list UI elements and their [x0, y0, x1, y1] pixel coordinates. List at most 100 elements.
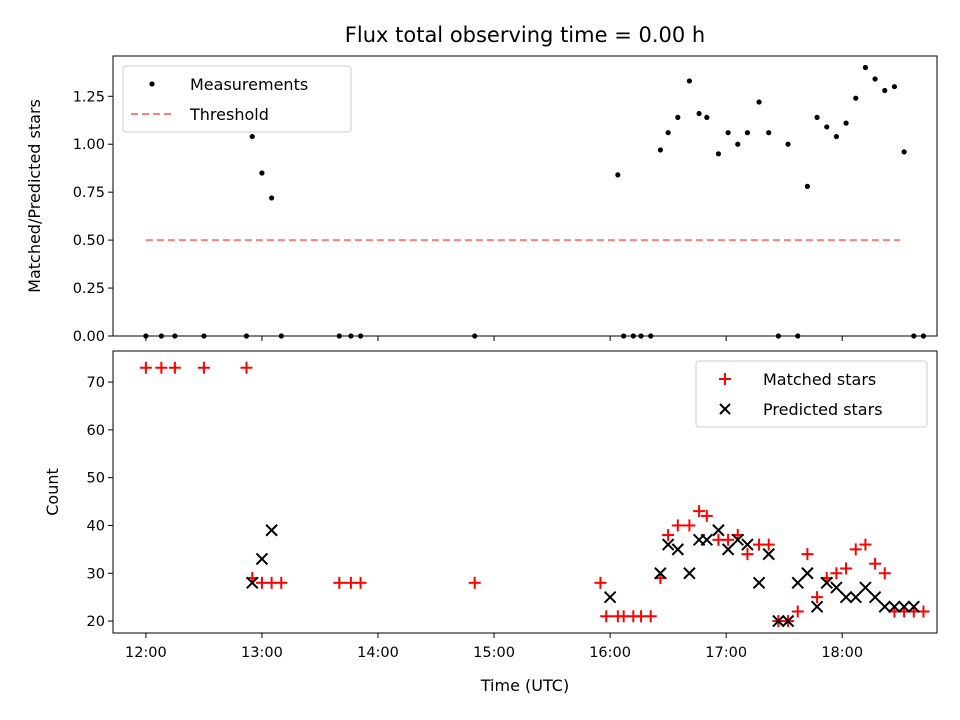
measurement-point — [824, 124, 830, 130]
matched-star-point — [830, 567, 843, 580]
measurement-point — [744, 130, 751, 136]
matched-star-point — [275, 576, 288, 589]
bottom-y-ticks: 20 30 40 50 60 70 — [87, 375, 113, 630]
measurement-point — [675, 114, 681, 120]
matched-star-point — [168, 361, 181, 374]
predicted-star-point — [246, 576, 259, 590]
bottom-x-tick-label: 14:00 — [357, 645, 399, 661]
measurement-point — [843, 120, 849, 126]
bottom-x-ticks: 12:00 13:00 14:00 15:00 16:00 17:00 18:00 — [125, 633, 863, 661]
matched-star-point — [693, 505, 706, 518]
predicted-star-point — [752, 576, 766, 590]
measurement-point — [795, 333, 801, 339]
measurement-point — [259, 170, 265, 176]
legend-matched-label: Matched stars — [763, 370, 876, 389]
matched-star-point — [849, 543, 862, 556]
measurement-point — [269, 195, 275, 201]
top-y-axis-label: Matched/Predicted stars — [25, 99, 44, 293]
measurement-point — [735, 141, 741, 147]
legend-matched-marker — [719, 373, 731, 385]
measurement-point — [348, 333, 354, 339]
matched-star-point — [741, 548, 754, 561]
predicted-star-point — [820, 576, 833, 590]
matched-star-point — [840, 562, 853, 575]
measurement-point — [704, 114, 710, 120]
legend-measurements-label: Measurements — [190, 75, 308, 94]
predicted-star-point — [603, 590, 617, 604]
measurement-point — [833, 133, 840, 140]
measurement-point — [249, 133, 255, 140]
measurement-point — [785, 141, 791, 147]
bottom-plot-frame — [112, 350, 938, 634]
top-y-tick-label: 1.00 — [73, 137, 105, 153]
predicted-star-point — [888, 600, 901, 613]
bottom-x-axis-label: Time (UTC) — [480, 676, 569, 695]
bottom-x-tick-label: 13:00 — [241, 645, 283, 661]
matched-star-point — [333, 576, 346, 589]
bottom-x-tick-label: 16:00 — [589, 645, 631, 661]
measurement-point — [911, 333, 917, 339]
measurement-point — [472, 333, 478, 339]
predicted-star-point — [772, 614, 785, 628]
predicted-star-point — [731, 533, 744, 547]
bottom-y-tick-label: 20 — [87, 614, 105, 630]
matched-star-point — [662, 529, 675, 542]
matched-star-point — [801, 548, 814, 561]
matched-star-point — [859, 538, 872, 551]
predicted-star-point — [839, 590, 853, 604]
predicted-star-point — [255, 552, 269, 566]
measurement-point — [665, 130, 671, 136]
measurement-point — [920, 333, 927, 339]
top-x-ticks — [145, 336, 843, 341]
legend-measurements-marker — [149, 81, 155, 87]
bottom-y-tick-label: 40 — [87, 518, 105, 534]
matched-star-point — [139, 361, 152, 374]
predicted-star-point — [671, 543, 685, 556]
predicted-star-point — [700, 533, 714, 547]
measurement-point — [357, 333, 364, 339]
predicted-star-point — [791, 576, 804, 590]
predicted-star-point — [712, 524, 725, 537]
predicted-star-point — [859, 581, 872, 594]
bottom-plot-panel: 20 30 40 50 60 70 12:00 13:00 14:00 15:00 16:00 17… — [43, 350, 938, 695]
matched-star-point — [240, 361, 253, 374]
predicted-star-point — [654, 567, 667, 580]
measurement-point — [630, 333, 636, 339]
measurement-point — [814, 114, 820, 120]
bottom-y-tick-label: 70 — [87, 375, 105, 391]
measurement-point — [891, 84, 898, 90]
predicted-star-point — [781, 614, 795, 628]
bottom-y-tick-label: 30 — [87, 566, 105, 582]
matched-star-point — [671, 519, 684, 532]
matched-star-point — [791, 605, 804, 618]
legend-predicted-marker — [719, 403, 731, 415]
predicted-star-point — [878, 600, 891, 613]
matched-star-point — [197, 361, 210, 374]
matched-star-point — [722, 533, 735, 546]
measurement-point — [725, 130, 731, 136]
measurement-point — [872, 76, 878, 82]
measurement-point — [882, 87, 888, 94]
top-y-tick-label: 1.25 — [73, 89, 105, 105]
predicted-star-point — [830, 581, 843, 594]
measurement-point — [715, 151, 722, 157]
top-plot-frame — [112, 55, 938, 337]
legend-predicted-label: Predicted stars — [763, 400, 883, 419]
measurement-point — [648, 333, 654, 339]
measurement-point — [336, 333, 342, 339]
measurement-point — [696, 110, 702, 117]
matched-star-point — [700, 509, 713, 522]
measurement-point — [615, 172, 621, 178]
predicted-stars-points — [246, 524, 920, 628]
predicted-star-point — [849, 590, 862, 604]
measurement-point — [657, 147, 663, 153]
measurement-point — [158, 333, 164, 339]
top-plot-panel: 0.00 0.25 0.50 0.75 1.00 1.25 Matched/Predict… — [25, 55, 938, 345]
measurement-point — [804, 183, 811, 190]
bottom-legend: Matched stars Predicted stars — [695, 360, 928, 428]
predicted-star-point — [907, 600, 920, 613]
predicted-star-point — [762, 547, 775, 561]
matched-star-point — [354, 576, 367, 589]
matched-star-point — [878, 567, 891, 580]
